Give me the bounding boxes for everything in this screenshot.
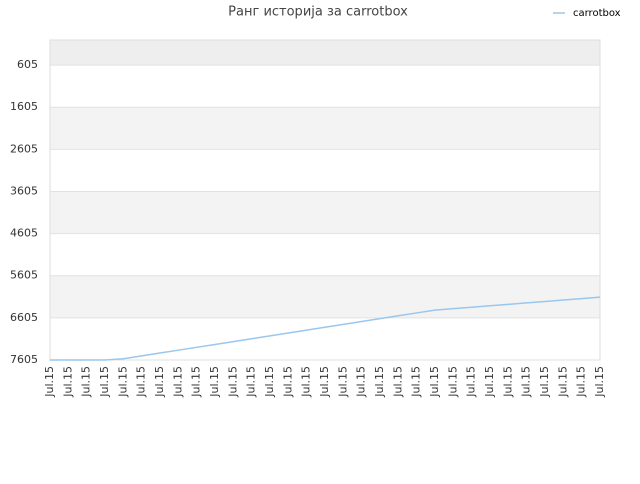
x-tick-label: Jul.15 <box>373 366 386 398</box>
plot-band <box>50 233 600 276</box>
plot-band <box>50 65 600 108</box>
plot-band <box>50 149 600 192</box>
x-tick-label: Jul.15 <box>190 366 203 398</box>
plot-band <box>50 317 600 360</box>
x-tick-label: Jul.15 <box>318 366 331 398</box>
x-tick-label: Jul.15 <box>538 366 551 398</box>
x-tick-label: Jul.15 <box>336 366 349 398</box>
x-tick-label: Jul.15 <box>391 366 404 398</box>
x-tick-label: Jul.15 <box>465 366 478 398</box>
plot-band <box>50 40 600 66</box>
y-tick-label: 1605 <box>10 100 38 113</box>
plot-band <box>50 275 600 318</box>
x-tick-label: Jul.15 <box>208 366 221 398</box>
x-tick-label: Jul.15 <box>226 366 239 398</box>
x-tick-label: Jul.15 <box>245 366 258 398</box>
x-tick-label: Jul.15 <box>281 366 294 398</box>
x-tick-label: Jul.15 <box>171 366 184 398</box>
y-tick-label: 5605 <box>10 269 38 282</box>
x-tick-label: Jul.15 <box>116 366 129 398</box>
plot-band <box>50 107 600 150</box>
x-tick-label: Jul.15 <box>61 366 74 398</box>
x-tick-label: Jul.15 <box>263 366 276 398</box>
chart-title: Ранг историја за carrotbox <box>228 5 408 20</box>
x-tick-label: Jul.15 <box>520 366 533 398</box>
y-tick-label: 4605 <box>10 227 38 240</box>
x-tick-label: Jul.15 <box>300 366 313 398</box>
plot-band <box>50 191 600 234</box>
x-tick-label: Jul.15 <box>80 366 93 398</box>
x-tick-label: Jul.15 <box>483 366 496 398</box>
y-tick-label: 605 <box>17 58 38 71</box>
y-tick-label: 7605 <box>10 353 38 366</box>
y-tick-label: 3605 <box>10 184 38 197</box>
x-tick-label: Jul.15 <box>43 366 56 398</box>
line <box>50 296 601 361</box>
x-tick-label: Jul.15 <box>135 366 148 398</box>
x-tick-label: Jul.15 <box>98 366 111 398</box>
x-tick-label: Jul.15 <box>428 366 441 398</box>
x-tick-label: Jul.15 <box>355 366 368 398</box>
y-tick-label: 2605 <box>10 142 38 155</box>
legend-label: carrotbox <box>573 8 621 19</box>
x-tick-label: Jul.15 <box>575 366 588 398</box>
x-tick-label: Jul.15 <box>593 366 606 398</box>
x-tick-label: Jul.15 <box>501 366 514 398</box>
x-tick-label: Jul.15 <box>556 366 569 398</box>
y-tick-label: 6605 <box>10 311 38 324</box>
x-tick-label: Jul.15 <box>446 366 459 398</box>
x-tick-label: Jul.15 <box>153 366 166 398</box>
x-tick-label: Jul.15 <box>410 366 423 398</box>
